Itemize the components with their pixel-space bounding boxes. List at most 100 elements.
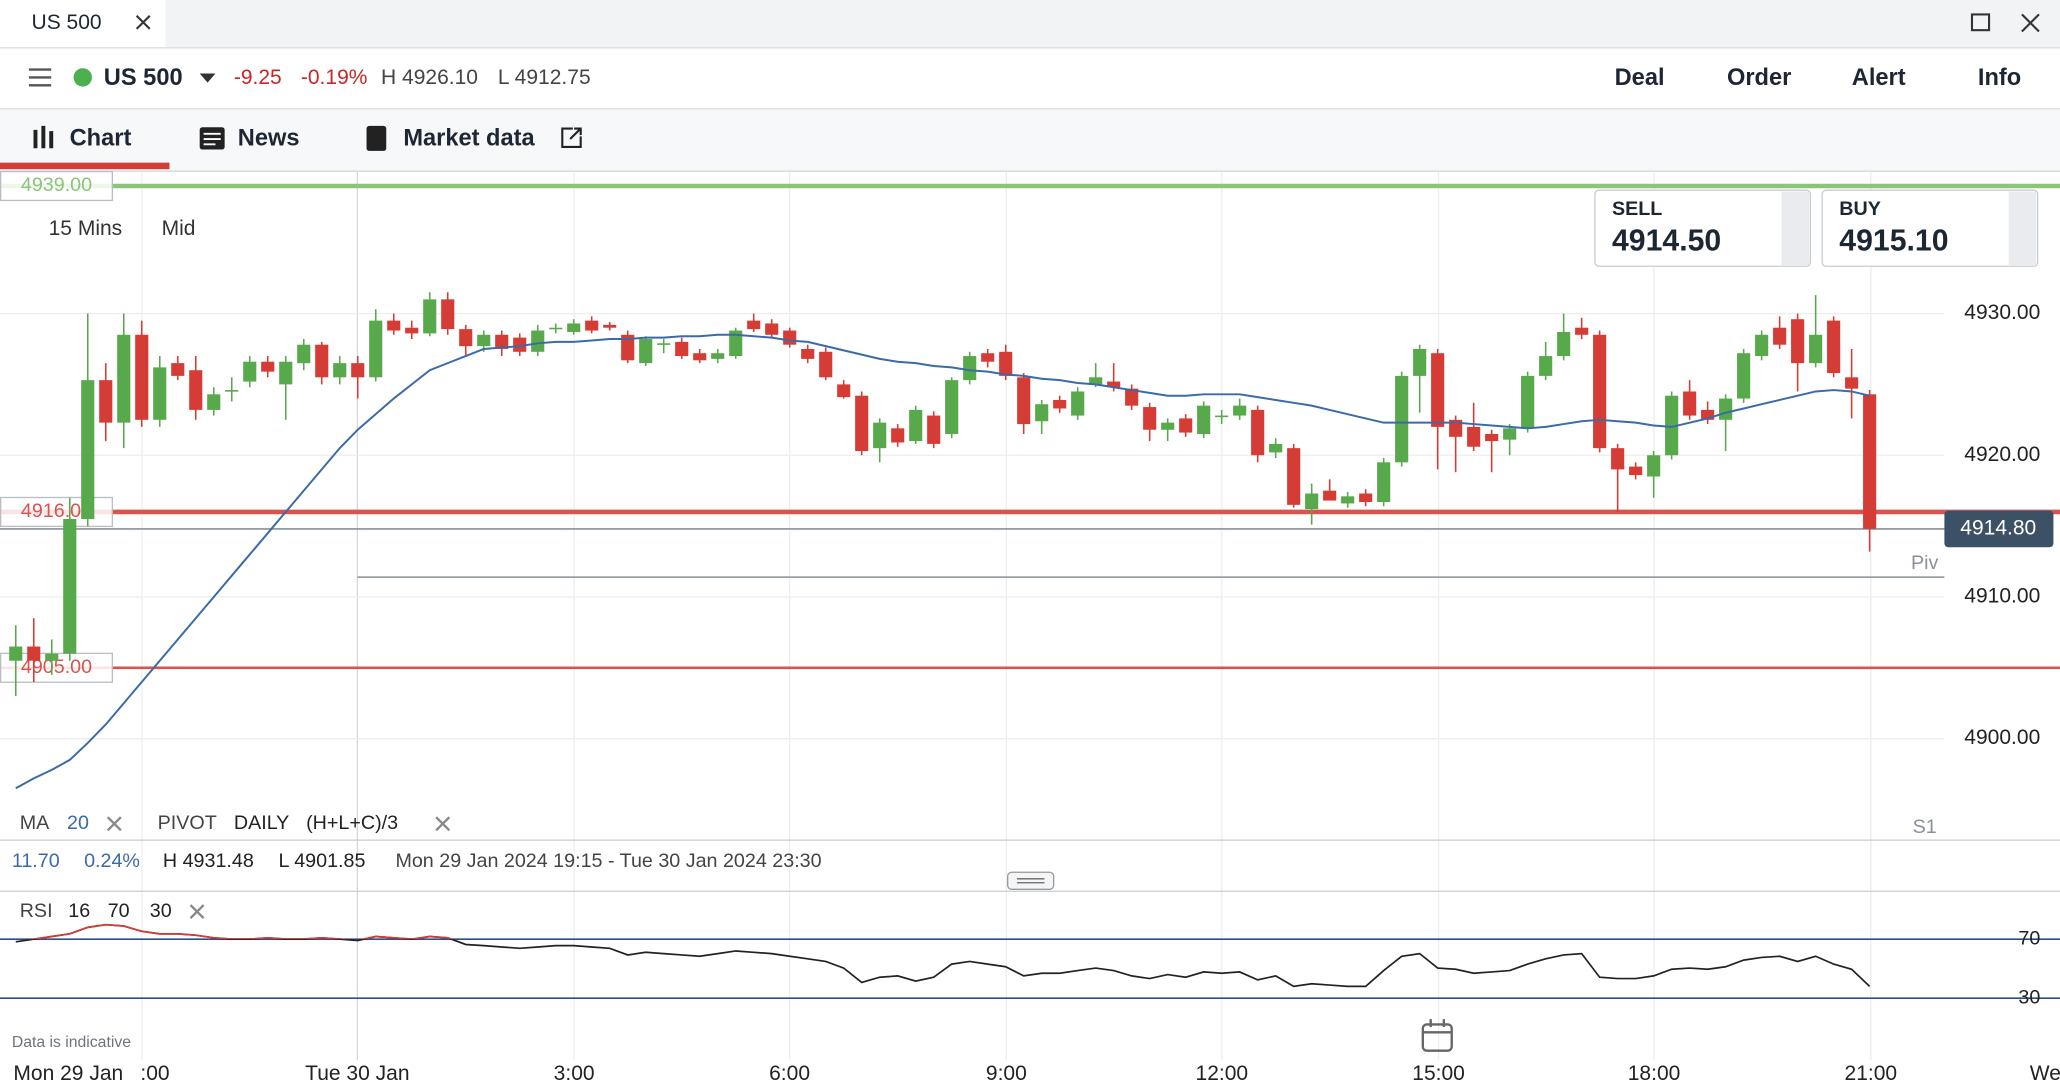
candle-body [279,361,293,385]
candle-body [9,646,23,661]
candle-body [1341,496,1355,504]
candle-body [747,320,761,330]
s1-label: S1 [1913,816,1937,838]
candle-body [1233,405,1247,416]
candle-body [405,327,419,334]
time-axis: Mon 29 Jan:00 Tue 30 Jan 3:00 6:00 9:00 12:00… [13,1062,2060,1085]
rsi-period: 16 [68,900,90,922]
interval[interactable]: 15 Mins [49,217,123,240]
candle-body [1143,407,1157,430]
candle-body [1773,327,1787,345]
pane-resize[interactable] [1007,871,1055,890]
candle-body [1035,404,1049,422]
nav-bar [0,110,2060,171]
candle-body [63,519,77,654]
candle-body [1017,377,1031,425]
candle-body [1539,356,1553,376]
nav-tab[interactable]: Chart [70,125,132,151]
action[interactable]: Alert [1852,65,1906,91]
candle-body [369,320,383,378]
close-tab[interactable] [135,14,151,30]
level-label: 4916.00 [21,500,92,522]
candle-body [603,324,617,328]
candle-body [153,367,167,420]
action[interactable]: Deal [1615,65,1665,91]
candle-body [1629,466,1643,476]
change-pct: -0.19% [301,66,368,89]
level-label-box [0,170,113,202]
candle-body [1125,388,1139,406]
price-type[interactable]: Mid [162,217,196,240]
candle-body [1161,422,1175,430]
candle-body [1701,409,1715,420]
candle-body [459,329,473,347]
candle-body [873,422,887,449]
candle-body [657,343,671,345]
active-tab[interactable] [0,0,166,49]
sell-label: SELL [1612,198,1662,220]
candle-body [135,334,149,420]
rsi-level: 30 [150,900,172,922]
remove-rsi[interactable] [189,904,205,920]
maximize[interactable] [1970,13,1991,32]
candle-body [117,334,131,423]
status-dot [73,68,92,87]
grid: 4900.00 4910.00 4920.00 4930.00 [0,171,2040,1060]
time-label: 9:00 [986,1062,1027,1085]
day-high: H 4926.10 [381,66,478,89]
candle-body [1575,327,1589,335]
disclaimer: Data is indicative [12,1034,131,1051]
candle-body [1863,394,1877,529]
candle-body [243,361,257,382]
stat-change: 11.70 [12,850,60,872]
y-tick-label: 4910.00 [1964,585,2040,608]
time-label: 12:00 [1196,1062,1249,1085]
remove-ma[interactable] [106,816,122,832]
candle-body [189,370,203,410]
candle-body [45,653,59,661]
buy-side [2008,191,2037,265]
candle-body [639,339,653,364]
instrument[interactable]: US 500 [104,65,183,91]
buy-label: BUY [1839,198,1881,220]
candle-body [1683,391,1697,416]
sell-button[interactable] [1594,189,1812,267]
candle-body [891,428,905,443]
candle-body [1215,415,1229,418]
buy-button[interactable] [1821,189,2039,267]
time-label: :00 [140,1062,169,1085]
close-window[interactable] [2021,13,2040,33]
time-label: We [2030,1062,2060,1085]
pivot-period: DAILY [234,812,289,834]
remove-pivot[interactable] [435,816,451,832]
candle-body [819,351,833,378]
candle-body [1737,353,1751,399]
dropdown[interactable] [199,73,216,83]
action[interactable]: Order [1727,65,1791,91]
calendar-detail [1422,1019,1452,1034]
candle-body [1557,331,1571,357]
candle-body [837,384,851,398]
candle-body [495,334,509,349]
calendar[interactable] [1421,1023,1453,1052]
active-indicator [0,162,170,170]
candle-body [945,380,959,434]
candle-body [1503,428,1517,440]
rsi-name: RSI [20,900,53,922]
day-low: L 4912.75 [498,66,591,89]
nav-tab[interactable]: News [238,125,300,151]
candle-body [1845,377,1859,389]
candle-body [675,341,689,357]
candle-body [1071,391,1085,416]
time-label: Mon 29 Jan [13,1062,123,1085]
menu[interactable] [28,68,52,87]
candle-body [621,334,635,361]
candle-body [1413,348,1427,376]
candle-body [1827,320,1841,374]
rsi-level-label: 70 [2018,927,2040,949]
action[interactable]: Info [1978,65,2021,91]
nav-tab[interactable]: Market data [403,125,535,151]
candle-body [477,334,491,347]
candle-body [1305,493,1319,510]
candle-body [333,363,347,378]
